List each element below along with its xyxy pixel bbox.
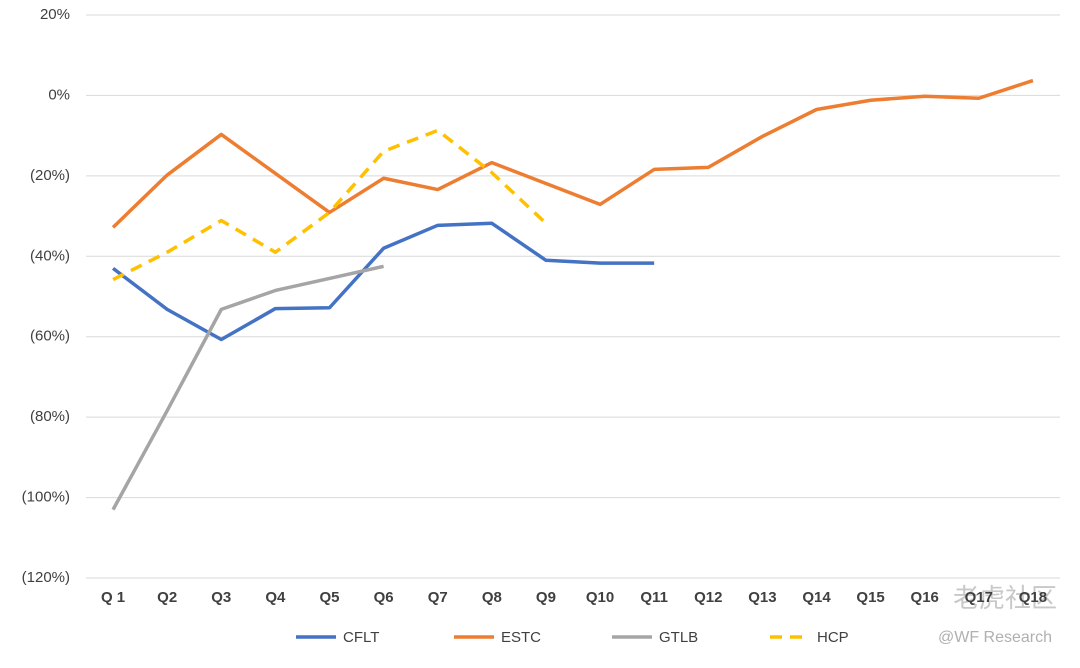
y-tick-label: (60%) <box>30 328 70 345</box>
x-tick-label: Q6 <box>374 589 394 606</box>
x-tick-label: Q10 <box>586 589 614 606</box>
x-tick-label: Q18 <box>1019 589 1047 606</box>
y-tick-label: (80%) <box>30 408 70 425</box>
x-tick-label: Q8 <box>482 589 502 606</box>
x-tick-label: Q17 <box>965 589 993 606</box>
watermark-credit: @WF Research <box>938 629 1052 646</box>
y-tick-label: (40%) <box>30 247 70 264</box>
x-tick-label: Q2 <box>157 589 177 606</box>
x-tick-label: Q11 <box>640 589 668 606</box>
y-tick-label: 20% <box>40 6 70 23</box>
y-tick-label: (100%) <box>22 489 70 506</box>
series-line <box>111 78 1034 229</box>
x-tick-label: Q13 <box>748 589 776 606</box>
x-tick-label: Q5 <box>319 589 339 606</box>
x-tick-label: Q12 <box>694 589 722 606</box>
x-tick-label: Q15 <box>856 589 884 606</box>
x-tick-label: Q 1 <box>101 589 125 606</box>
legend-label: HCP <box>817 629 849 646</box>
x-tick-label: Q4 <box>265 589 286 606</box>
x-tick-label: Q3 <box>211 589 231 606</box>
y-tick-label: (120%) <box>22 569 70 586</box>
x-tick-label: Q14 <box>802 589 831 606</box>
legend-label: ESTC <box>501 629 541 646</box>
x-tick-label: Q7 <box>428 589 448 606</box>
watermark: 老虎社区 <box>953 583 1057 613</box>
legend-label: GTLB <box>659 629 698 646</box>
x-tick-label: Q9 <box>536 589 556 606</box>
y-tick-label: (20%) <box>30 167 70 184</box>
y-tick-label: 0% <box>48 86 70 103</box>
series-line <box>112 128 548 282</box>
series-line <box>111 221 655 342</box>
x-tick-label: Q16 <box>911 589 939 606</box>
series-line <box>111 264 384 511</box>
legend-label: CFLT <box>343 629 379 646</box>
